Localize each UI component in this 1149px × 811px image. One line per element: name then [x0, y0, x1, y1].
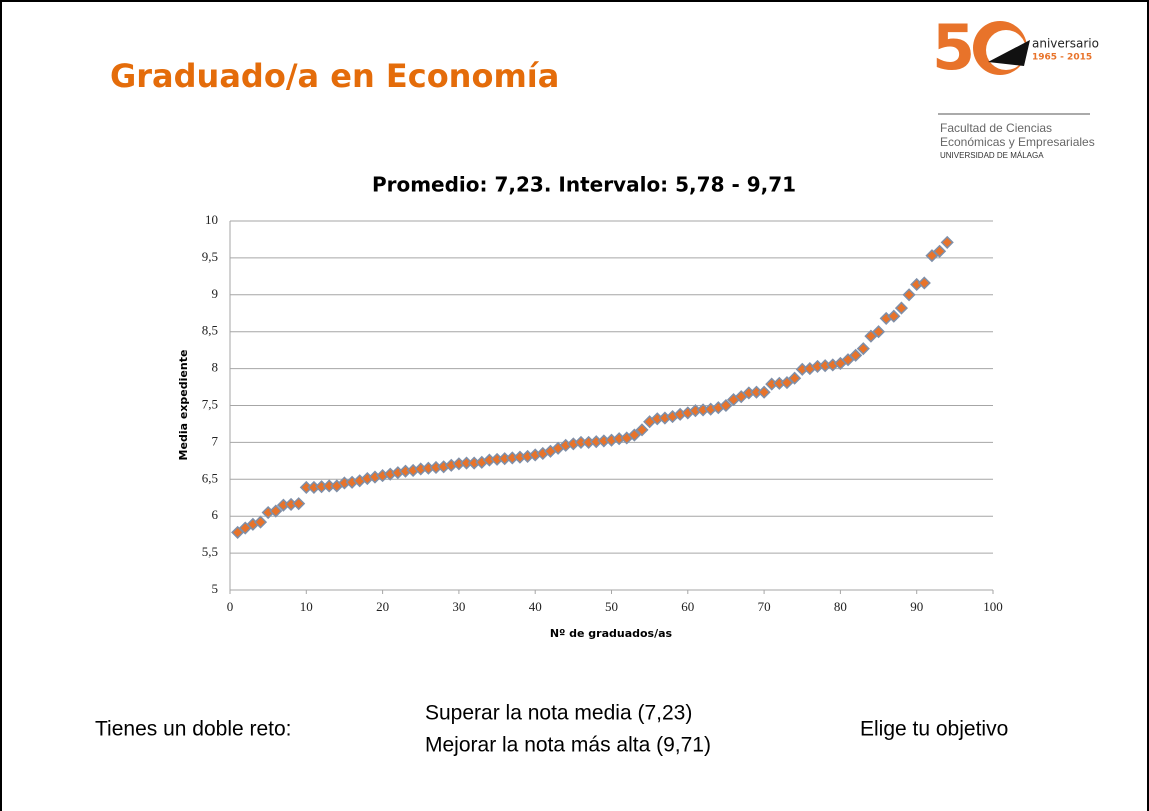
footer-left: Tienes un doble reto:	[95, 718, 292, 741]
x-tick-label: 30	[452, 599, 465, 614]
point	[933, 244, 947, 258]
point	[894, 301, 909, 315]
point	[856, 342, 870, 356]
y-tick-label: 5,5	[202, 544, 218, 559]
x-tick-label: 70	[758, 599, 771, 614]
page-title: Graduado/a en Economía	[110, 57, 559, 95]
point	[887, 309, 901, 323]
point	[253, 515, 268, 529]
footer-middle: Superar la nota media (7,23)	[425, 702, 692, 725]
x-tick-label: 10	[300, 599, 313, 614]
logo-anniversary: aniversario	[1032, 37, 1099, 51]
logo-years: 1965 - 2015	[1032, 53, 1092, 63]
y-tick-label: 10	[205, 212, 218, 227]
point	[917, 276, 931, 290]
y-tick-label: 9	[212, 286, 219, 301]
y-tick-label: 5	[212, 581, 219, 596]
y-tick-label: 6	[212, 507, 219, 522]
x-tick-label: 50	[605, 599, 618, 614]
logo-five: 5	[932, 11, 975, 84]
point	[849, 348, 863, 362]
x-tick-label: 90	[910, 599, 923, 614]
x-tick-label: 60	[681, 599, 694, 614]
y-tick-label: 8	[212, 360, 219, 375]
x-tick-label: 20	[376, 599, 389, 614]
y-tick-label: 7	[212, 433, 219, 448]
point	[292, 497, 306, 511]
footer-middle: Mejorar la nota más alta (9,71)	[425, 734, 711, 757]
point	[902, 288, 916, 302]
point	[757, 385, 771, 399]
logo-swoosh	[988, 40, 1030, 66]
point	[871, 325, 886, 339]
x-tick-label: 40	[529, 599, 542, 614]
y-tick-label: 7,5	[202, 396, 218, 411]
point	[940, 235, 954, 249]
x-axis-label: Nº de graduados/as	[550, 627, 673, 640]
y-tick-label: 6,5	[202, 470, 218, 485]
point	[788, 371, 802, 385]
logo-faculty: Facultad de Ciencias	[940, 121, 1052, 135]
y-tick-label: 8,5	[202, 323, 218, 338]
y-tick-label: 9,5	[202, 249, 218, 264]
point	[719, 398, 733, 413]
x-tick-label: 80	[834, 599, 847, 614]
logo-faculty: Económicas y Empresariales	[940, 135, 1095, 149]
x-tick-label: 0	[227, 599, 234, 614]
chart-title: Promedio: 7,23. Intervalo: 5,78 - 9,71	[372, 173, 796, 197]
x-tick-label: 100	[983, 599, 1003, 614]
point	[627, 428, 641, 442]
logo: 5 aniversario 1965 - 2015 Facultad de Ci…	[932, 11, 1099, 160]
point	[635, 423, 649, 437]
y-axis-label: Media expediente	[177, 350, 190, 461]
point	[269, 504, 283, 518]
footer-right: Elige tu objetivo	[860, 718, 1008, 741]
logo-university: UNIVERSIDAD DE MÁLAGA	[940, 151, 1044, 160]
